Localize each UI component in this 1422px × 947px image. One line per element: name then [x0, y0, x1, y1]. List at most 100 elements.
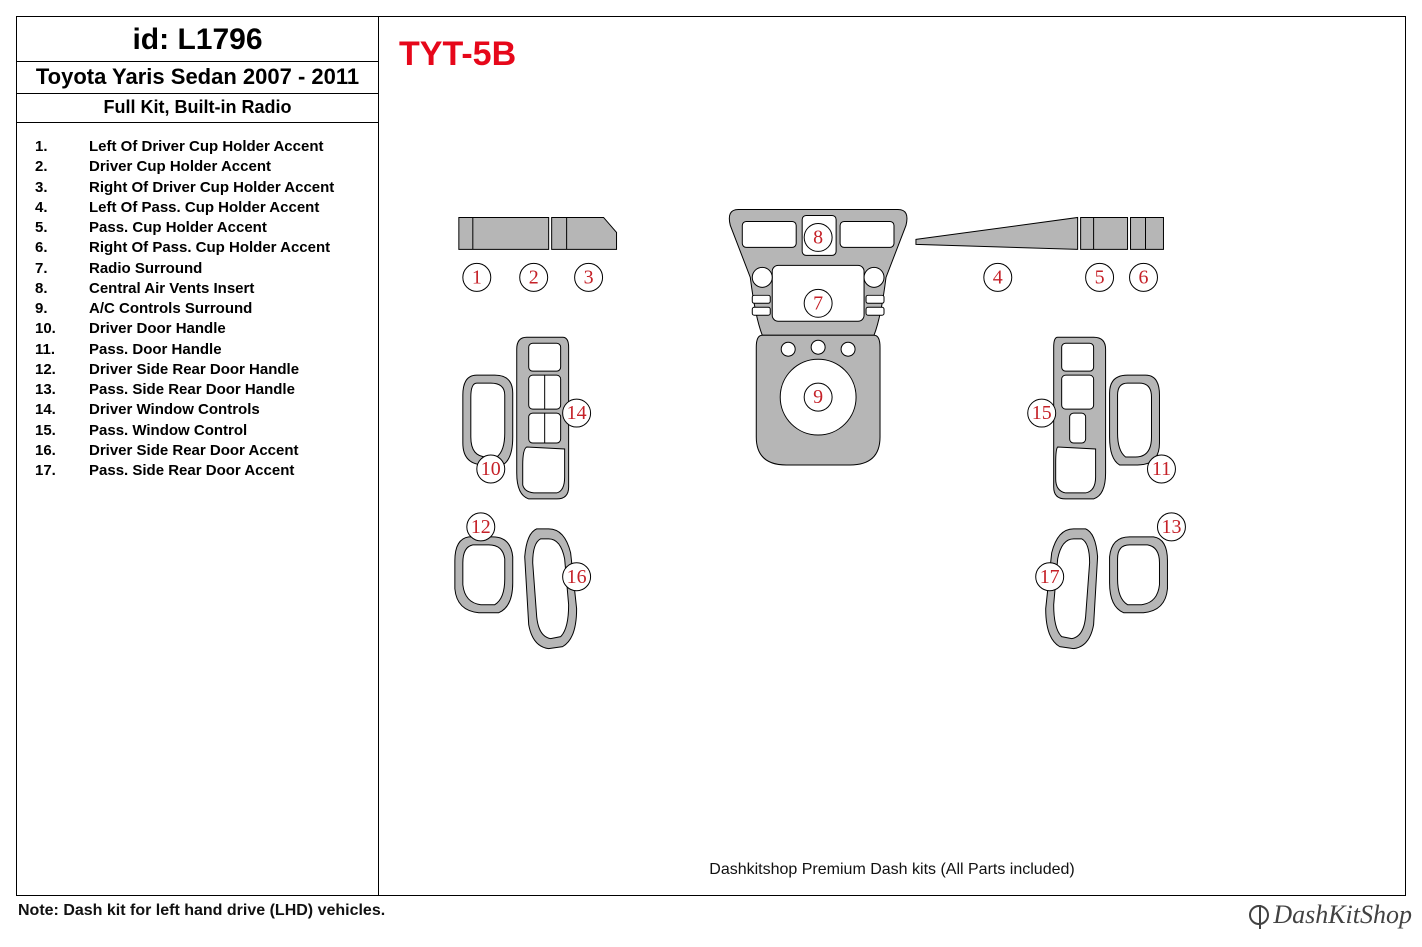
part-row: 12.Driver Side Rear Door Handle [35, 360, 368, 380]
callout-label: 4 [993, 266, 1003, 288]
part-row: 3.Right Of Driver Cup Holder Accent [35, 178, 368, 198]
callout-3: 3 [575, 263, 603, 291]
part-number: 14. [35, 400, 89, 420]
part-number: 7. [35, 259, 89, 279]
kit-type-row: Full Kit, Built-in Radio [17, 94, 378, 123]
part-number: 3. [35, 178, 89, 198]
callout-7: 7 [804, 289, 832, 317]
callout-6: 6 [1130, 263, 1158, 291]
callout-label: 7 [813, 292, 823, 314]
part-number: 15. [35, 421, 89, 441]
part-label: Right Of Driver Cup Holder Accent [89, 178, 368, 198]
part-label: Left Of Driver Cup Holder Accent [89, 137, 368, 157]
part-number: 10. [35, 319, 89, 339]
part-label: Right Of Pass. Cup Holder Accent [89, 238, 368, 258]
callout-label: 16 [567, 566, 587, 588]
callout-9: 9 [804, 383, 832, 411]
part-number: 8. [35, 279, 89, 299]
part-row: 1.Left Of Driver Cup Holder Accent [35, 137, 368, 157]
driver-cupholder-group [459, 217, 617, 249]
kit-id-row: id: L1796 [17, 17, 378, 62]
part-number: 13. [35, 380, 89, 400]
callout-label: 9 [813, 386, 823, 408]
callout-label: 13 [1161, 516, 1181, 538]
callout-16: 16 [563, 563, 591, 591]
part-row: 7.Radio Surround [35, 259, 368, 279]
part-number: 1. [35, 137, 89, 157]
vehicle-row: Toyota Yaris Sedan 2007 - 2011 [17, 62, 378, 94]
callout-12: 12 [467, 513, 495, 541]
diagram-area: TYT-5B [379, 17, 1405, 895]
watermark-text: DashKitShop [1273, 900, 1412, 929]
outer-frame: id: L1796 Toyota Yaris Sedan 2007 - 2011… [16, 16, 1406, 896]
info-panel: id: L1796 Toyota Yaris Sedan 2007 - 2011… [17, 17, 379, 895]
part-row: 17.Pass. Side Rear Door Accent [35, 461, 368, 481]
callout-11: 11 [1148, 455, 1176, 483]
part-number: 6. [35, 238, 89, 258]
part-label: Central Air Vents Insert [89, 279, 368, 299]
callout-label: 10 [481, 458, 501, 480]
part-number: 4. [35, 198, 89, 218]
part-label: Driver Door Handle [89, 319, 368, 339]
callout-15: 15 [1028, 399, 1056, 427]
callout-label: 6 [1139, 266, 1149, 288]
diagram-caption: Dashkitshop Premium Dash kits (All Parts… [379, 861, 1405, 879]
part-label: Pass. Side Rear Door Handle [89, 380, 368, 400]
part-row: 5.Pass. Cup Holder Accent [35, 218, 368, 238]
kit-id-value: L1796 [177, 23, 262, 56]
part-row: 11.Pass. Door Handle [35, 340, 368, 360]
callout-13: 13 [1157, 513, 1185, 541]
part-row: 16.Driver Side Rear Door Accent [35, 441, 368, 461]
callout-label: 17 [1040, 566, 1060, 588]
part-number: 11. [35, 340, 89, 360]
part-label: Driver Window Controls [89, 400, 368, 420]
part-label: Pass. Door Handle [89, 340, 368, 360]
part-number: 17. [35, 461, 89, 481]
part-number: 5. [35, 218, 89, 238]
part-label: Left Of Pass. Cup Holder Accent [89, 198, 368, 218]
callout-label: 15 [1032, 402, 1052, 424]
callout-1: 1 [463, 263, 491, 291]
part-label: Radio Surround [89, 259, 368, 279]
callout-label: 11 [1152, 458, 1171, 480]
part-label: Driver Cup Holder Accent [89, 157, 368, 177]
diagram-svg: 1234567891011121314151617 [379, 17, 1405, 895]
kit-id-prefix: id: [132, 23, 177, 56]
callout-2: 2 [520, 263, 548, 291]
callout-label: 1 [472, 266, 482, 288]
part-row: 10.Driver Door Handle [35, 319, 368, 339]
callout-label: 14 [567, 402, 587, 424]
part-label: Driver Side Rear Door Handle [89, 360, 368, 380]
parts-list: 1.Left Of Driver Cup Holder Accent2.Driv… [17, 123, 378, 481]
callout-label: 3 [584, 266, 594, 288]
pass-door-group [1054, 337, 1160, 499]
callout-14: 14 [563, 399, 591, 427]
part-number: 12. [35, 360, 89, 380]
part-row: 4.Left Of Pass. Cup Holder Accent [35, 198, 368, 218]
part-row: 6.Right Of Pass. Cup Holder Accent [35, 238, 368, 258]
part-row: 8.Central Air Vents Insert [35, 279, 368, 299]
part-row: 15.Pass. Window Control [35, 421, 368, 441]
callout-label: 5 [1095, 266, 1105, 288]
watermark-icon [1249, 905, 1269, 925]
part-row: 14.Driver Window Controls [35, 400, 368, 420]
callout-label: 2 [529, 266, 539, 288]
part-label: Driver Side Rear Door Accent [89, 441, 368, 461]
driver-rear-group [455, 529, 577, 649]
part-row: 13.Pass. Side Rear Door Handle [35, 380, 368, 400]
callout-8: 8 [804, 223, 832, 251]
watermark: DashKitShop [1249, 900, 1412, 930]
part-label: Pass. Side Rear Door Accent [89, 461, 368, 481]
pass-cupholder-group [916, 217, 1164, 249]
callout-label: 12 [471, 516, 491, 538]
callout-label: 8 [813, 226, 823, 248]
callout-10: 10 [477, 455, 505, 483]
part-label: Pass. Window Control [89, 421, 368, 441]
part-row: 2.Driver Cup Holder Accent [35, 157, 368, 177]
part-label: A/C Controls Surround [89, 299, 368, 319]
part-row: 9.A/C Controls Surround [35, 299, 368, 319]
footer-note: Note: Dash kit for left hand drive (LHD)… [18, 902, 385, 920]
callout-17: 17 [1036, 563, 1064, 591]
pass-rear-group [1046, 529, 1168, 649]
part-number: 2. [35, 157, 89, 177]
